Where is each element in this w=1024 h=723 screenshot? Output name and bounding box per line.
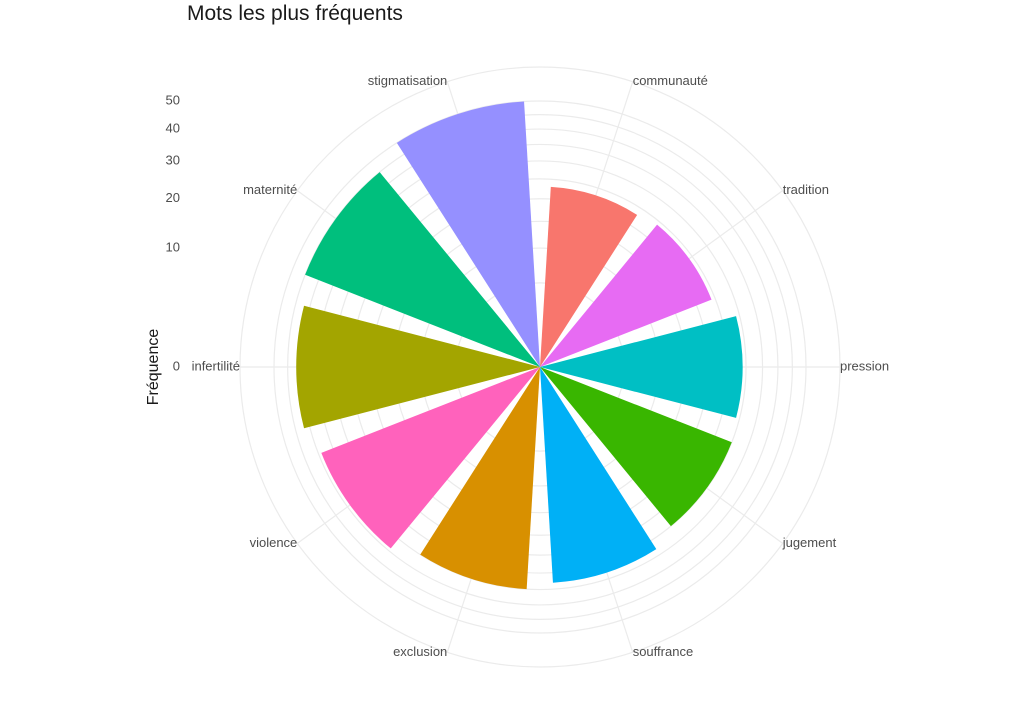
category-label: stigmatisation — [368, 73, 447, 88]
bar-infertilité — [296, 305, 540, 429]
category-label: infertilité — [192, 358, 240, 373]
category-label: pression — [840, 358, 889, 373]
y-tick-label: 20 — [166, 190, 180, 205]
bar-violence — [321, 367, 540, 549]
y-tick-label: 40 — [166, 121, 180, 136]
y-axis-label: Fréquence — [145, 329, 162, 406]
category-label: tradition — [783, 182, 829, 197]
bar-souffrance — [540, 367, 657, 583]
bar-tradition — [540, 224, 712, 367]
y-tick-label: 50 — [166, 92, 180, 107]
y-tick-label: 10 — [166, 239, 180, 254]
bar-communauté — [540, 186, 638, 367]
category-label: jugement — [782, 535, 837, 550]
category-label: maternité — [243, 182, 297, 197]
bar-pression — [540, 316, 743, 418]
y-tick-label: 30 — [166, 152, 180, 167]
category-label: exclusion — [393, 644, 447, 659]
bar-jugement — [540, 367, 732, 527]
category-labels: communauté tradition pression jugement souff… — [192, 73, 890, 659]
bar-exclusion — [420, 367, 540, 590]
y-tick-label: 0 — [173, 358, 180, 373]
bars — [296, 101, 743, 590]
category-label: communauté — [633, 73, 708, 88]
y-tick-labels: 0 10 20 30 40 50 — [166, 92, 180, 373]
bar-stigmatisation — [396, 101, 540, 368]
category-label: violence — [250, 535, 298, 550]
bar-maternité — [305, 172, 540, 367]
category-label: souffrance — [633, 644, 693, 659]
chart-title: Mots les plus fréquents — [187, 2, 403, 25]
